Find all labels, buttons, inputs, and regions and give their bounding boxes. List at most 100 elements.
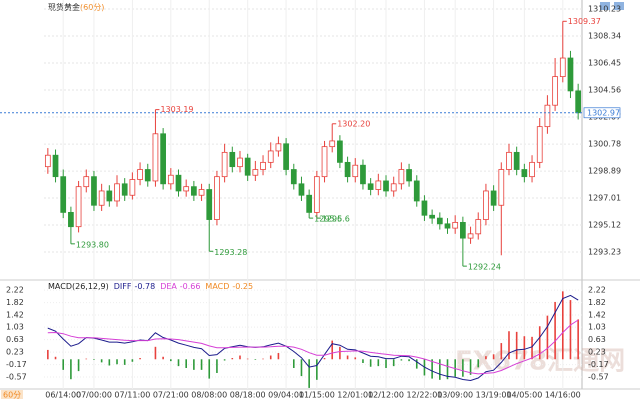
candle-body bbox=[513, 151, 520, 170]
y-tick-label-left: -0.17 bbox=[6, 360, 27, 369]
x-tick-label: 09/04:00 bbox=[268, 391, 304, 400]
macd-bar bbox=[47, 349, 49, 360]
macd-bar bbox=[216, 359, 218, 373]
candle-body bbox=[290, 169, 297, 185]
candle-body bbox=[367, 183, 374, 190]
macd-bar bbox=[538, 326, 541, 360]
candle-body bbox=[91, 176, 97, 206]
macd-bar bbox=[116, 359, 118, 365]
period-tag[interactable] bbox=[1, 390, 23, 399]
candle-body bbox=[490, 190, 497, 206]
macd-bar bbox=[100, 359, 103, 363]
x-tick-label: 12/22:00 bbox=[406, 391, 442, 400]
y-tick-label: 1.03 bbox=[588, 323, 606, 332]
macd-bar bbox=[492, 354, 495, 360]
macd-bar bbox=[554, 301, 556, 360]
candle-body bbox=[321, 146, 328, 178]
macd-bar bbox=[323, 358, 326, 360]
x-tick-label: 08/08:00 bbox=[191, 391, 227, 400]
x-tick-label: 06/14:00 bbox=[45, 391, 81, 400]
candle-body bbox=[337, 140, 343, 163]
candle-body bbox=[252, 169, 259, 176]
candle-body bbox=[267, 150, 274, 163]
trough-label: 1292.24 bbox=[468, 263, 501, 272]
y-tick-label: -0.17 bbox=[588, 360, 609, 369]
candle-body bbox=[429, 214, 435, 219]
candle-body bbox=[191, 186, 197, 196]
candle-body bbox=[144, 169, 151, 182]
chart-title: 现货黄金(60分) bbox=[48, 2, 104, 12]
trough-label: 1295.6 bbox=[314, 215, 342, 224]
y-tick-label: 1297.01 bbox=[588, 193, 621, 202]
macd-bar bbox=[469, 359, 472, 375]
candle-body bbox=[452, 221, 459, 229]
macd-bar bbox=[354, 357, 357, 360]
macd-bar bbox=[415, 359, 418, 369]
candle-body bbox=[152, 133, 159, 182]
y-tick-label: 1308.34 bbox=[588, 32, 621, 41]
candle-body bbox=[559, 57, 566, 78]
x-tick-label: 13/19:00 bbox=[476, 391, 512, 400]
candle-body bbox=[544, 104, 551, 128]
macd-bar bbox=[177, 359, 180, 367]
macd-bar bbox=[254, 359, 257, 360]
candle-body bbox=[68, 211, 74, 228]
candle-body bbox=[575, 90, 582, 114]
last-price-box bbox=[583, 107, 621, 119]
candle-body bbox=[360, 164, 366, 185]
candle-body bbox=[244, 157, 251, 176]
macd-bar bbox=[454, 359, 456, 377]
candle-body bbox=[214, 176, 220, 220]
x-tick-label: 07/00:00 bbox=[76, 391, 112, 400]
macd-bar bbox=[231, 358, 234, 360]
macd-bar bbox=[523, 336, 526, 360]
legend-name: DIFF bbox=[114, 282, 132, 291]
macd-bar bbox=[239, 355, 241, 360]
candle-body bbox=[275, 143, 282, 152]
macd-title: MACD(26,12,9) bbox=[48, 282, 109, 291]
macd-bar bbox=[77, 359, 80, 372]
legend-name: DEA bbox=[160, 282, 177, 291]
zoom-out-icon[interactable] bbox=[614, 2, 624, 10]
candle-body bbox=[567, 57, 574, 92]
x-tick-label: 07/21:00 bbox=[153, 391, 189, 400]
candle-body bbox=[229, 151, 236, 168]
y-tick-label: 1304.56 bbox=[588, 86, 621, 95]
period-tag-label: 60分 bbox=[3, 391, 21, 400]
candle-body bbox=[421, 200, 428, 216]
candle-body bbox=[106, 190, 113, 202]
macd-bar bbox=[408, 359, 410, 362]
macd-bar bbox=[108, 359, 111, 366]
y-tick-label: 1295.12 bbox=[588, 220, 621, 229]
y-tick-label-left: 0.23 bbox=[6, 348, 24, 357]
candle-body bbox=[175, 174, 182, 192]
macd-bar bbox=[477, 359, 480, 368]
macd-bar bbox=[431, 359, 433, 379]
peak-label: 1303.19 bbox=[160, 105, 193, 114]
y-tick-label-left: 1.82 bbox=[6, 298, 24, 307]
candle-body bbox=[129, 179, 136, 196]
candle-body bbox=[206, 189, 213, 220]
macd-bar bbox=[208, 359, 211, 379]
y-tick-label-left: 2.22 bbox=[6, 286, 24, 295]
last-price-label: 1302.97 bbox=[587, 108, 620, 117]
candle-body bbox=[390, 183, 397, 192]
macd-bar bbox=[123, 359, 126, 365]
candle-body bbox=[98, 190, 105, 206]
x-tick-label: 07/11:00 bbox=[114, 391, 150, 400]
candle-body bbox=[398, 169, 405, 185]
zoom-in-icon[interactable] bbox=[600, 2, 610, 10]
macd-legend: MACD(26,12,9) DIFF -0.78 DEA -0.66 MACD -0.25 bbox=[48, 282, 253, 291]
period: (60分) bbox=[80, 3, 104, 12]
candle-body bbox=[413, 180, 420, 202]
macd-bar bbox=[508, 331, 510, 360]
candle-body bbox=[475, 219, 482, 235]
macd-bar bbox=[193, 359, 195, 370]
macd-bar bbox=[346, 355, 349, 360]
candle-body bbox=[483, 190, 489, 220]
candle-body bbox=[529, 161, 535, 178]
macd-bar bbox=[462, 359, 464, 377]
candle-body bbox=[52, 154, 59, 178]
y-tick-label-left: 1.42 bbox=[6, 311, 24, 320]
